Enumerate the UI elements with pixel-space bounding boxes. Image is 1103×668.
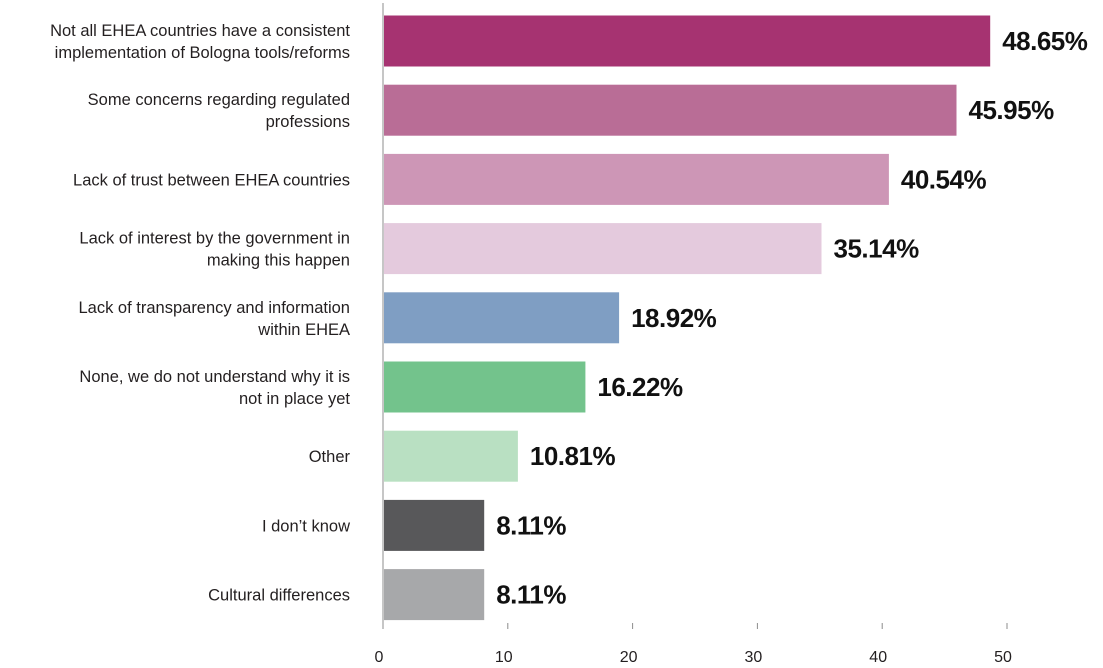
value-label: 10.81% (530, 441, 616, 471)
bar (384, 223, 822, 275)
bar (384, 361, 586, 413)
category-labels-layer: Not all EHEA countries have a consistent… (50, 22, 350, 605)
value-label: 16.22% (597, 372, 683, 402)
x-tick-label: 0 (375, 649, 384, 666)
x-tick-label: 40 (869, 649, 887, 666)
category-label: Lack of interest by the government in mak… (79, 230, 350, 270)
value-label: 8.11% (496, 510, 566, 540)
bars-layer (384, 15, 991, 621)
category-label: Lack of trust between EHEA countries (73, 171, 350, 189)
value-label: 35.14% (834, 234, 920, 264)
bar (384, 430, 518, 482)
category-label: Lack of transparency and information with… (79, 299, 351, 339)
value-label: 48.65% (1002, 26, 1088, 56)
value-label: 45.95% (969, 95, 1055, 125)
category-label: Not all EHEA countries have a consistent… (50, 22, 350, 62)
axis-layer: 0 10 20 30 40 50 (375, 3, 1012, 666)
category-label: None, we do not understand why it is not … (79, 368, 350, 408)
value-label: 40.54% (901, 164, 987, 194)
category-label: I don’t know (262, 517, 350, 535)
bar (384, 292, 620, 344)
value-label: 8.11% (496, 580, 566, 610)
bar (384, 15, 991, 67)
x-tick-label: 20 (620, 649, 638, 666)
category-label: Cultural differences (208, 587, 350, 605)
bar (384, 569, 485, 621)
category-label: Some concerns regarding regulated profess… (88, 91, 350, 131)
bar (384, 153, 889, 205)
x-tick-label: 30 (745, 649, 763, 666)
value-label: 18.92% (631, 303, 717, 333)
value-labels-layer: 48.65% 45.95% 40.54% 35.14% 18.92% 16.22% 10.8… (496, 26, 1088, 610)
bar (384, 499, 485, 551)
bar (384, 84, 957, 136)
x-tick-label: 50 (994, 649, 1012, 666)
category-label: Other (309, 448, 351, 466)
x-tick-label: 10 (495, 649, 513, 666)
